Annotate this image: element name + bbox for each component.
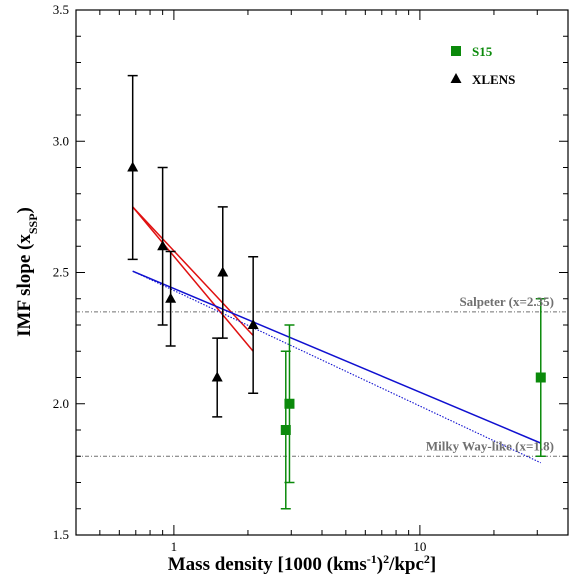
fit-line bbox=[132, 206, 254, 352]
fit-line bbox=[132, 270, 542, 464]
x-axis-title: Mass density [1000 (kms-1)2/kpc2] bbox=[168, 552, 437, 575]
legend-label: S15 bbox=[472, 44, 493, 59]
y-tick-label: 3.5 bbox=[53, 2, 69, 17]
reference-labels: Salpeter (x=2.35) Milky Way-like (x=1.8) bbox=[426, 294, 554, 453]
legend-label: XLENS bbox=[472, 72, 515, 87]
y-tick-label: 2.0 bbox=[53, 396, 69, 411]
legend-marker-triangle bbox=[450, 73, 462, 83]
reference-line-label: Milky Way-like (x=1.8) bbox=[426, 438, 554, 453]
y-tick-label: 3.0 bbox=[53, 133, 69, 148]
fit-line bbox=[132, 270, 542, 444]
data-point-triangle bbox=[211, 371, 223, 382]
legend: S15 XLENS bbox=[450, 44, 515, 87]
data-point-square bbox=[535, 372, 546, 383]
x-tick-label: 1 bbox=[171, 539, 178, 554]
data-point-square bbox=[284, 398, 295, 409]
reference-line-label: Salpeter (x=2.35) bbox=[459, 294, 554, 309]
data-points bbox=[127, 74, 546, 510]
data-point-triangle bbox=[165, 292, 177, 303]
axis-ticks: 1.5 2.0 2.5 3.0 3.5 1 10 bbox=[53, 2, 569, 554]
legend-marker-square bbox=[451, 46, 461, 56]
data-point-triangle bbox=[127, 161, 139, 172]
data-point-square bbox=[280, 425, 291, 435]
y-tick-label: 2.5 bbox=[53, 265, 69, 280]
fit-line bbox=[132, 206, 254, 337]
data-point-triangle bbox=[217, 266, 229, 277]
data-point-triangle bbox=[247, 319, 259, 329]
x-tick-label: 10 bbox=[413, 539, 426, 554]
data-point-triangle bbox=[157, 240, 169, 251]
reference-lines bbox=[76, 311, 568, 457]
y-axis-title: IMF slope (xSSP) bbox=[14, 207, 40, 337]
fit-lines bbox=[132, 206, 542, 464]
y-tick-label: 1.5 bbox=[53, 527, 69, 542]
